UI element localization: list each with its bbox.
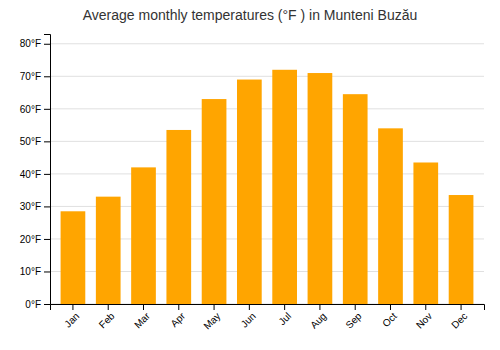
bar <box>202 99 227 304</box>
x-tick: Apr <box>168 304 187 329</box>
grid-line <box>50 141 484 142</box>
x-tick-label: Apr <box>168 310 187 329</box>
x-axis: Jan Feb Mar Apr May Jun Jul Aug Sep Oct Nov Dec <box>51 304 485 332</box>
y-tick-mark <box>44 109 50 110</box>
x-tick: Jan <box>62 304 81 330</box>
y-tick-mark <box>44 76 50 77</box>
x-tick: Aug <box>308 304 328 331</box>
x-tick-label: Nov <box>414 310 434 330</box>
x-tick-mark <box>108 304 109 310</box>
x-tick-mark <box>178 304 179 310</box>
y-tick: 10°F <box>20 266 50 277</box>
x-tick-label: May <box>201 310 222 331</box>
y-tick-mark <box>44 44 50 45</box>
x-tick-mark <box>425 304 426 310</box>
x-tick-mark <box>72 304 73 310</box>
x-tick-label: Jan <box>62 310 81 329</box>
x-tick: Jul <box>276 304 293 327</box>
y-tick-label: 20°F <box>20 234 41 245</box>
x-tick: May <box>201 304 222 332</box>
y-tick-mark <box>44 141 50 142</box>
y-tick: 70°F <box>20 71 50 82</box>
bar <box>343 94 368 304</box>
x-tick-label: Dec <box>449 310 469 330</box>
y-tick-mark <box>44 239 50 240</box>
x-tick: Nov <box>414 304 434 331</box>
x-tick-mark <box>249 304 250 310</box>
grid <box>50 44 484 304</box>
y-tick-label: 70°F <box>20 71 41 82</box>
x-tick-mark <box>390 304 391 310</box>
y-tick-label: 60°F <box>20 104 41 115</box>
y-tick: 30°F <box>20 201 50 212</box>
bar <box>61 211 86 304</box>
x-tick-mark <box>319 304 320 310</box>
grid-line <box>50 108 484 109</box>
x-tick-label: Feb <box>97 310 117 330</box>
y-tick-label: 30°F <box>20 201 41 212</box>
y-tick-mark <box>44 206 50 207</box>
y-tick-label: 50°F <box>20 136 41 147</box>
x-tick-mark <box>284 304 285 310</box>
y-tick: 0°F <box>25 299 50 310</box>
y-tick: 60°F <box>20 104 50 115</box>
chart: Average monthly temperatures (°F ) in Mu… <box>0 0 500 350</box>
x-tick-label: Jun <box>239 310 258 329</box>
y-axis-line <box>44 35 51 305</box>
x-tick: Dec <box>449 304 469 331</box>
bar <box>131 167 156 304</box>
x-tick-mark <box>355 304 356 310</box>
grid-line <box>50 43 484 44</box>
x-tick-label: Jul <box>276 310 293 327</box>
bar <box>413 162 438 304</box>
bars <box>61 70 474 304</box>
y-tick-label: 10°F <box>20 266 41 277</box>
x-tick: Mar <box>132 304 152 330</box>
x-tick: Sep <box>343 304 364 331</box>
y-tick: 40°F <box>20 169 50 180</box>
y-tick: 80°F <box>20 38 50 49</box>
y-tick-mark <box>44 271 50 272</box>
x-tick-label: Oct <box>380 310 399 329</box>
x-tick-mark <box>143 304 144 310</box>
x-tick-mark <box>214 304 215 310</box>
x-tick: Jun <box>239 304 258 330</box>
x-tick: Feb <box>97 304 117 330</box>
bar <box>308 73 333 304</box>
bar <box>166 130 191 304</box>
x-axis-line <box>51 305 485 311</box>
bar <box>449 195 474 304</box>
grid-line <box>50 76 484 77</box>
x-tick-mark <box>461 304 462 310</box>
y-tick-mark <box>44 174 50 175</box>
chart-title: Average monthly temperatures (°F ) in Mu… <box>83 7 418 23</box>
x-tick: Oct <box>380 304 399 329</box>
x-tick-label: Mar <box>132 310 152 330</box>
plot-area: 0°F 10°F 20°F 30°F 40°F 50°F 60°F 70°F 80°F Jan Fe… <box>20 35 485 332</box>
bar <box>272 70 297 304</box>
y-tick: 20°F <box>20 234 50 245</box>
y-axis: 0°F 10°F 20°F 30°F 40°F 50°F 60°F 70°F 80°F <box>20 35 51 310</box>
bar <box>378 128 403 304</box>
y-tick: 50°F <box>20 136 50 147</box>
bar <box>237 80 262 304</box>
x-tick-label: Aug <box>308 310 328 330</box>
y-tick-mark <box>44 304 50 305</box>
y-tick-label: 40°F <box>20 169 41 180</box>
bar <box>96 197 121 304</box>
y-tick-label: 80°F <box>20 38 41 49</box>
x-tick-label: Sep <box>343 310 364 331</box>
y-tick-label: 0°F <box>25 299 41 310</box>
